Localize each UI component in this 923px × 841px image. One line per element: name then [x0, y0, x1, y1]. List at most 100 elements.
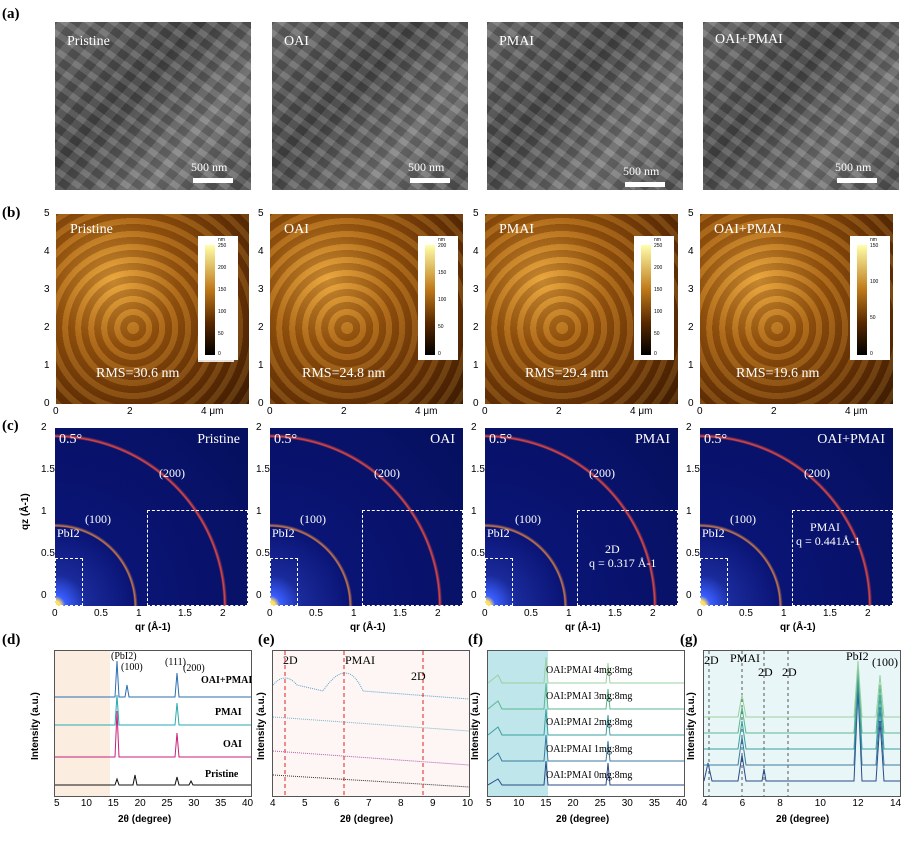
series-label: OAI+PMAI: [201, 675, 253, 686]
afm-x-tick: 0: [267, 406, 273, 417]
x-tick: 10: [814, 798, 826, 809]
xrd-chart-d: (PbI2) (100) (111) (200) OAI+PMAI PMAI O…: [54, 650, 252, 797]
afm-y-tick: 3: [473, 284, 479, 295]
series-label: Pristine: [205, 769, 239, 780]
x-tick: 4: [270, 798, 276, 809]
inset-note: 2D: [605, 542, 620, 556]
colorbar-unit: nm: [438, 237, 445, 243]
sem-title: OAI: [284, 34, 309, 49]
afm-y-tick: 3: [688, 284, 694, 295]
peak-label: (100): [121, 662, 143, 673]
colorbar-tick: 0: [218, 351, 221, 357]
giwaxs-y-tick: 2: [41, 422, 47, 433]
colorbar-tick: 50: [438, 324, 444, 330]
giwaxs-y-tick: 0: [41, 590, 47, 601]
peak-label: 2D: [782, 665, 797, 679]
incidence-angle: 0.5°: [489, 432, 513, 447]
x-tick: 10: [513, 798, 525, 809]
xrd-g-svg: [703, 651, 900, 796]
giwaxs-x-tick: 2: [435, 608, 441, 619]
colorbar-tick: 150: [870, 243, 879, 249]
afm-y-tick: 5: [258, 208, 264, 219]
giwaxs-x-tick: 0.5: [309, 608, 323, 619]
inset-note: q = 0.441Å-1: [796, 534, 861, 548]
y-axis-label: Intensity (a.u.): [256, 692, 267, 760]
giwaxs-y-tick: 0.5: [686, 548, 700, 559]
colorbar: [856, 244, 868, 356]
rms-label: RMS=29.4 nm: [525, 366, 609, 381]
colorbar-tick: 50: [870, 315, 876, 321]
x-tick: 30: [188, 798, 200, 809]
trace-oai: [55, 710, 251, 758]
peak-200-label: (200): [589, 466, 615, 480]
panel-label-c: (c): [2, 418, 19, 434]
inset-zoom-box: [147, 510, 248, 606]
trace-2mg: [487, 708, 684, 736]
x-tick: 40: [242, 798, 254, 809]
afm-y-tick: 2: [44, 322, 50, 333]
x-tick: 25: [594, 798, 606, 809]
trace-oai-pmai: [55, 660, 251, 698]
x-tick: 20: [134, 798, 146, 809]
x-tick: 6: [739, 798, 746, 809]
x-axis-label: 2θ (degree): [118, 814, 172, 825]
afm-y-tick: 0: [44, 398, 50, 409]
giwaxs-y-tick: 2: [256, 422, 262, 433]
peak-200-label: (200): [159, 466, 185, 480]
series-label: OAI:PMAI 2mg:8mg: [546, 717, 633, 728]
afm-y-tick: 2: [688, 322, 694, 333]
pbi2-label: PbI2: [57, 526, 80, 540]
trace-2mg: [704, 672, 900, 750]
giwaxs-x-tick: 1.5: [178, 608, 192, 619]
trace-0mg: [487, 760, 684, 786]
giwaxs-x-tick: 1.5: [393, 608, 407, 619]
giwaxs-image-oai: 0.5° OAI (200) (100) PbI2: [270, 428, 463, 606]
giwaxs-y-tick: 1: [41, 506, 47, 517]
x-tick: 35: [648, 798, 660, 809]
panel-label-e: (e): [258, 632, 275, 648]
giwaxs-y-tick: 1.5: [471, 464, 485, 475]
x-tick: 20: [567, 798, 579, 809]
giwaxs-y-tick: 2: [471, 422, 477, 433]
trace-1mg: [704, 680, 900, 766]
trace-pristine: [272, 774, 470, 788]
sem-scale-label: 500 nm: [408, 160, 445, 174]
rms-label: RMS=24.8 nm: [302, 366, 386, 381]
afm-x-tick: 2: [127, 406, 133, 417]
x-tick: 6: [334, 798, 340, 809]
x-tick: 12: [852, 798, 864, 809]
pbi2-label: PbI2: [487, 526, 510, 540]
incidence-angle: 0.5°: [59, 432, 83, 447]
afm-x-tick: 2: [771, 406, 777, 417]
afm-x-tick: 0: [53, 406, 59, 417]
x-axis-label: qr (Å-1): [135, 622, 171, 633]
afm-y-tick: 1: [44, 360, 50, 371]
afm-y-tick: 1: [688, 360, 694, 371]
x-tick: 25: [161, 798, 173, 809]
shaded-region: [55, 651, 110, 796]
sem-image-oai-pmai: OAI+PMAI 500 nm: [703, 22, 899, 190]
afm-y-tick: 0: [258, 398, 264, 409]
x-tick: 5: [302, 798, 308, 809]
afm-y-tick: 0: [688, 398, 694, 409]
x-tick: 40: [676, 798, 688, 809]
afm-y-tick: 0: [473, 398, 479, 409]
afm-title: Pristine: [70, 222, 113, 237]
x-tick: 8: [777, 798, 783, 809]
peak-label: 2D: [283, 653, 298, 667]
colorbar-tick: 200: [218, 265, 227, 271]
giwaxs-y-tick: 0.5: [256, 548, 270, 559]
afm-y-tick: 2: [473, 322, 479, 333]
giwaxs-x-tick: 2: [220, 608, 226, 619]
inset-source-box: [55, 558, 83, 606]
colorbar-tick: 150: [438, 270, 447, 276]
peak-100-label: (100): [300, 512, 326, 526]
x-tick: 4: [702, 798, 708, 809]
xrd-e-svg: [272, 651, 470, 796]
xrd-chart-g: 2D PMAI 2D 2D PbI2 (100): [703, 649, 901, 797]
afm-y-tick: 5: [473, 208, 479, 219]
sem-scale-label: 500 nm: [191, 160, 228, 174]
giwaxs-y-tick: 0: [471, 590, 477, 601]
incidence-angle: 0.5°: [274, 432, 298, 447]
inset-zoom-box: [577, 510, 678, 606]
